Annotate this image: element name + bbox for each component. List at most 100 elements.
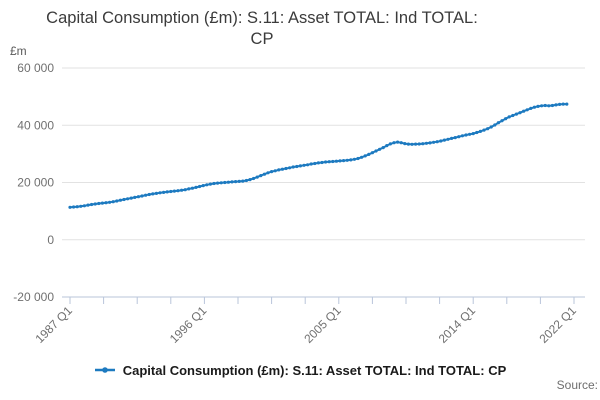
- data-point[interactable]: [280, 167, 284, 171]
- data-point[interactable]: [327, 160, 331, 164]
- data-point[interactable]: [147, 192, 151, 197]
- data-point[interactable]: [205, 183, 209, 187]
- data-point[interactable]: [172, 189, 176, 193]
- data-point[interactable]: [446, 137, 450, 141]
- data-point[interactable]: [424, 141, 428, 145]
- data-point[interactable]: [198, 184, 202, 189]
- data-point[interactable]: [532, 105, 537, 109]
- data-point[interactable]: [194, 185, 198, 189]
- data-point[interactable]: [529, 106, 533, 110]
- data-point[interactable]: [525, 108, 529, 112]
- data-point[interactable]: [550, 103, 555, 108]
- data-point[interactable]: [212, 181, 216, 186]
- data-point[interactable]: [496, 121, 500, 125]
- data-point[interactable]: [313, 161, 317, 166]
- data-point[interactable]: [457, 135, 461, 139]
- data-point[interactable]: [158, 191, 162, 195]
- data-point[interactable]: [273, 169, 277, 173]
- data-point[interactable]: [324, 160, 328, 164]
- data-point[interactable]: [187, 187, 191, 191]
- data-point[interactable]: [331, 159, 335, 164]
- data-point[interactable]: [360, 155, 364, 159]
- data-point[interactable]: [176, 189, 180, 193]
- data-point[interactable]: [115, 199, 119, 203]
- data-point[interactable]: [316, 161, 320, 165]
- data-point[interactable]: [349, 158, 353, 162]
- data-point[interactable]: [406, 142, 410, 146]
- data-point[interactable]: [558, 102, 562, 106]
- data-point[interactable]: [540, 104, 544, 108]
- data-point[interactable]: [432, 140, 436, 144]
- data-point[interactable]: [399, 141, 403, 145]
- data-point[interactable]: [230, 180, 234, 184]
- data-point[interactable]: [507, 115, 511, 119]
- data-point[interactable]: [237, 179, 241, 183]
- data-point[interactable]: [475, 130, 479, 135]
- data-point[interactable]: [334, 159, 338, 163]
- data-point[interactable]: [162, 190, 166, 194]
- legend[interactable]: Capital Consumption (£m): S.11: Asset TO…: [0, 361, 600, 379]
- data-point[interactable]: [136, 195, 140, 199]
- data-point[interactable]: [460, 134, 464, 138]
- data-point[interactable]: [468, 132, 472, 136]
- data-point[interactable]: [208, 182, 212, 186]
- data-point[interactable]: [97, 201, 101, 206]
- data-point[interactable]: [453, 136, 457, 140]
- data-point[interactable]: [536, 104, 540, 108]
- data-point[interactable]: [338, 159, 342, 163]
- data-point[interactable]: [241, 179, 245, 183]
- data-point[interactable]: [403, 142, 407, 146]
- data-point[interactable]: [439, 139, 443, 143]
- data-point[interactable]: [82, 204, 86, 208]
- data-point[interactable]: [190, 186, 194, 190]
- data-point[interactable]: [129, 196, 133, 200]
- data-point[interactable]: [428, 141, 432, 145]
- data-point[interactable]: [75, 205, 79, 209]
- data-point[interactable]: [219, 181, 223, 185]
- data-point[interactable]: [518, 111, 522, 115]
- data-point[interactable]: [118, 198, 122, 202]
- data-point[interactable]: [72, 205, 76, 209]
- data-point[interactable]: [363, 154, 367, 158]
- data-point[interactable]: [226, 180, 230, 184]
- data-point[interactable]: [270, 170, 274, 174]
- data-point[interactable]: [565, 102, 569, 106]
- data-point[interactable]: [252, 176, 256, 181]
- data-point[interactable]: [554, 103, 558, 107]
- data-point[interactable]: [266, 171, 270, 175]
- data-point[interactable]: [111, 200, 115, 204]
- data-point[interactable]: [295, 164, 299, 169]
- data-point[interactable]: [500, 119, 504, 123]
- data-point[interactable]: [284, 166, 288, 171]
- data-point[interactable]: [79, 204, 83, 208]
- data-point[interactable]: [126, 197, 130, 201]
- data-point[interactable]: [381, 146, 385, 150]
- data-point[interactable]: [489, 125, 493, 129]
- data-point[interactable]: [201, 184, 205, 188]
- data-point[interactable]: [396, 140, 400, 144]
- data-point[interactable]: [356, 156, 360, 161]
- data-point[interactable]: [378, 147, 382, 151]
- data-point[interactable]: [68, 205, 72, 209]
- data-point[interactable]: [169, 189, 173, 194]
- data-point[interactable]: [385, 144, 389, 148]
- data-point[interactable]: [511, 113, 515, 118]
- data-point[interactable]: [345, 158, 349, 162]
- data-point[interactable]: [248, 178, 252, 182]
- data-point[interactable]: [180, 188, 184, 192]
- data-point[interactable]: [291, 165, 295, 169]
- data-point[interactable]: [547, 104, 551, 108]
- data-point[interactable]: [493, 123, 497, 127]
- data-point[interactable]: [450, 136, 454, 140]
- data-point[interactable]: [392, 141, 396, 145]
- data-point[interactable]: [482, 128, 486, 132]
- data-point[interactable]: [309, 162, 313, 166]
- data-point[interactable]: [244, 178, 248, 183]
- data-point[interactable]: [306, 163, 310, 167]
- data-point[interactable]: [277, 168, 281, 172]
- data-point[interactable]: [374, 149, 378, 153]
- data-point[interactable]: [165, 190, 169, 194]
- data-point[interactable]: [442, 138, 446, 142]
- data-point[interactable]: [561, 102, 565, 106]
- data-point[interactable]: [262, 172, 266, 176]
